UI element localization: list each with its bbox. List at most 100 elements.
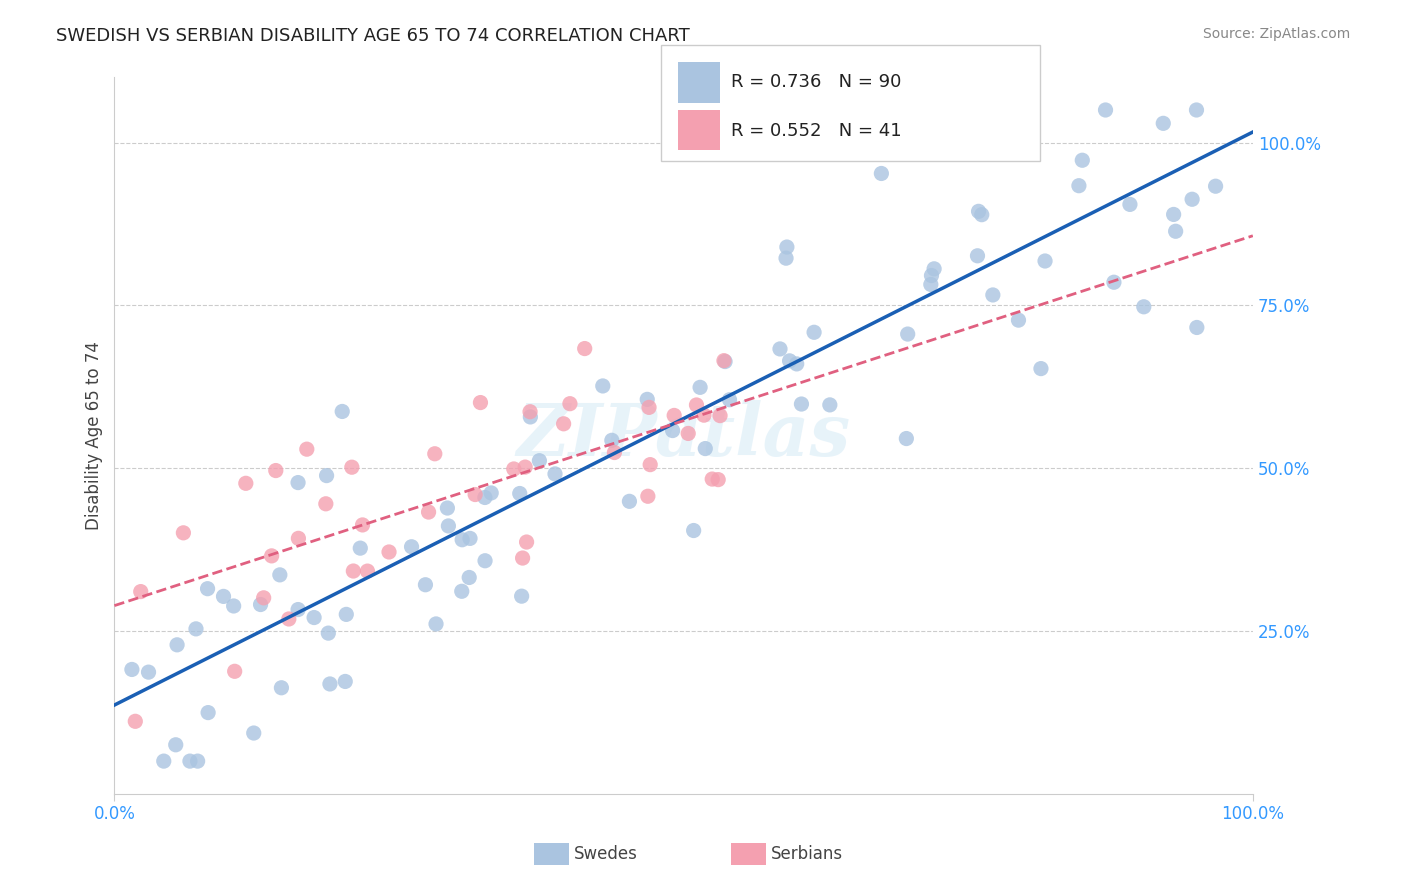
Y-axis label: Disability Age 65 to 74: Disability Age 65 to 74 bbox=[86, 341, 103, 530]
Point bbox=[516, 535, 538, 549]
Point bbox=[451, 533, 474, 547]
Text: Source: ZipAtlas.com: Source: ZipAtlas.com bbox=[1202, 27, 1350, 41]
Point bbox=[1205, 179, 1227, 194]
Point bbox=[818, 398, 841, 412]
Point bbox=[349, 541, 371, 556]
Point bbox=[702, 472, 724, 486]
Point bbox=[695, 442, 717, 456]
Point bbox=[418, 505, 440, 519]
Point bbox=[920, 277, 942, 292]
Point bbox=[269, 567, 291, 582]
Point bbox=[315, 468, 337, 483]
Point bbox=[138, 665, 160, 680]
Point bbox=[600, 434, 623, 448]
Point bbox=[638, 401, 661, 415]
Point bbox=[378, 545, 401, 559]
Point bbox=[510, 589, 533, 603]
Point bbox=[121, 663, 143, 677]
Point bbox=[340, 460, 363, 475]
Point bbox=[197, 706, 219, 720]
Point bbox=[165, 738, 187, 752]
Point bbox=[474, 554, 496, 568]
Point bbox=[713, 353, 735, 368]
Point bbox=[166, 638, 188, 652]
Point bbox=[302, 610, 325, 624]
Text: R = 0.736   N = 90: R = 0.736 N = 90 bbox=[731, 73, 901, 91]
Point bbox=[458, 532, 481, 546]
Point bbox=[529, 453, 551, 467]
Point bbox=[786, 357, 808, 371]
Point bbox=[1102, 275, 1125, 289]
Point bbox=[544, 467, 567, 481]
Text: Serbians: Serbians bbox=[770, 845, 842, 863]
Point bbox=[790, 397, 813, 411]
Point bbox=[124, 714, 146, 729]
Point bbox=[1015, 142, 1038, 156]
Point bbox=[212, 590, 235, 604]
Point bbox=[295, 442, 318, 457]
Point bbox=[342, 564, 364, 578]
Point bbox=[803, 326, 825, 340]
Point bbox=[636, 392, 658, 407]
Point bbox=[1001, 129, 1024, 144]
Point bbox=[423, 447, 446, 461]
Point bbox=[921, 268, 943, 283]
Text: R = 0.552   N = 41: R = 0.552 N = 41 bbox=[731, 122, 901, 140]
Point bbox=[287, 602, 309, 616]
Point bbox=[335, 607, 357, 622]
Point bbox=[515, 460, 537, 475]
Point bbox=[676, 426, 699, 441]
Point bbox=[260, 549, 283, 563]
Point bbox=[197, 582, 219, 596]
Point bbox=[769, 342, 792, 356]
Point bbox=[779, 354, 801, 368]
Point bbox=[235, 476, 257, 491]
Point bbox=[270, 681, 292, 695]
Point bbox=[619, 494, 641, 508]
Point bbox=[776, 240, 799, 254]
Point bbox=[315, 497, 337, 511]
Point bbox=[1133, 300, 1156, 314]
Point bbox=[714, 354, 737, 368]
Point bbox=[682, 524, 704, 538]
Text: Swedes: Swedes bbox=[574, 845, 637, 863]
Point bbox=[637, 489, 659, 503]
Point bbox=[1007, 313, 1029, 327]
Point bbox=[693, 408, 716, 422]
Point bbox=[470, 395, 492, 409]
Point bbox=[222, 599, 245, 613]
Point bbox=[664, 409, 686, 423]
Point bbox=[152, 754, 174, 768]
Point bbox=[335, 674, 357, 689]
Point bbox=[509, 486, 531, 500]
Point bbox=[224, 665, 246, 679]
Point bbox=[437, 519, 460, 533]
Point bbox=[685, 398, 707, 412]
Point bbox=[401, 540, 423, 554]
Point bbox=[519, 409, 541, 424]
Point bbox=[592, 379, 614, 393]
Point bbox=[287, 475, 309, 490]
Point bbox=[458, 570, 481, 584]
Point bbox=[277, 612, 299, 626]
Point bbox=[1067, 178, 1090, 193]
Point bbox=[1152, 116, 1174, 130]
Point bbox=[661, 424, 683, 438]
Point bbox=[1181, 192, 1204, 206]
Point bbox=[356, 564, 378, 578]
Point bbox=[922, 261, 945, 276]
Point bbox=[1185, 103, 1208, 117]
Point bbox=[553, 417, 575, 431]
Point bbox=[846, 132, 869, 146]
Point bbox=[1163, 207, 1185, 221]
Point bbox=[264, 464, 287, 478]
Point bbox=[574, 342, 596, 356]
Point bbox=[689, 380, 711, 394]
Point bbox=[897, 327, 920, 342]
Text: ZIPatlas: ZIPatlas bbox=[516, 400, 851, 471]
Point bbox=[502, 462, 524, 476]
Point bbox=[352, 517, 374, 532]
Point bbox=[966, 249, 988, 263]
Point bbox=[981, 288, 1004, 302]
Point bbox=[464, 487, 486, 501]
